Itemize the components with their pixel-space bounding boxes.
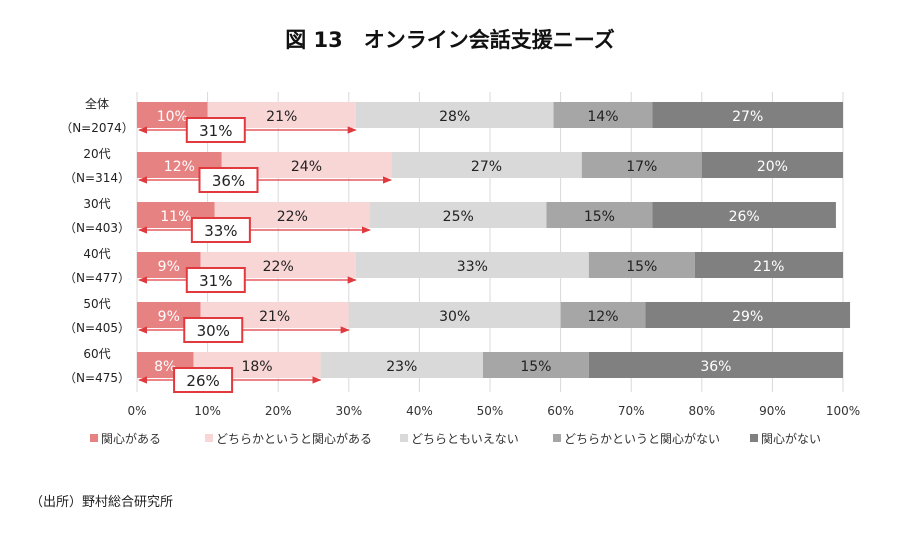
total-label: 26% [186, 372, 219, 390]
data-label: 9% [158, 309, 180, 325]
total-label: 36% [212, 172, 245, 190]
legend-label: どちらかというと関心がない [564, 431, 720, 446]
total-box [198, 167, 259, 193]
data-label: 24% [291, 159, 322, 175]
data-label: 11% [160, 209, 191, 225]
bar-segment [645, 302, 851, 328]
category-n-label: （N=405） [64, 321, 130, 335]
category-n-label: （N=2074） [60, 121, 134, 135]
category-label: 50代 [83, 297, 110, 311]
x-tick-label: 100% [826, 404, 860, 418]
category-n-label: （N=314） [64, 171, 130, 185]
legend-label: どちらともいえない [411, 432, 519, 446]
category-label: 20代 [83, 147, 110, 161]
legend-label: 関心がある [101, 431, 161, 446]
data-label: 25% [443, 209, 474, 225]
legend-swatch [553, 434, 561, 442]
x-tick-label: 0% [127, 404, 146, 418]
x-tick-label: 70% [618, 404, 645, 418]
bar-segment [369, 202, 547, 228]
x-tick-label: 80% [688, 404, 715, 418]
bar-segment [701, 152, 843, 178]
bar-segment [320, 352, 483, 378]
bar-segment [652, 202, 836, 228]
data-label: 33% [457, 259, 488, 275]
data-label: 12% [164, 159, 195, 175]
total-label: 31% [199, 122, 232, 140]
data-label: 30% [439, 309, 470, 325]
data-label: 17% [626, 159, 657, 175]
x-tick-label: 50% [477, 404, 504, 418]
bar-segment [348, 302, 561, 328]
data-label: 28% [439, 109, 470, 125]
data-label: 22% [277, 209, 308, 225]
legend-swatch [205, 434, 213, 442]
x-tick-label: 40% [406, 404, 433, 418]
category-n-label: （N=403） [64, 221, 130, 235]
bar-segment [581, 152, 702, 178]
total-label: 30% [197, 322, 230, 340]
data-label: 36% [700, 359, 731, 375]
bar-segment [588, 352, 843, 378]
bar-segment [588, 252, 695, 278]
legend-swatch [750, 434, 758, 442]
x-tick-label: 10% [194, 404, 221, 418]
bar-segment [355, 252, 589, 278]
category-label: 30代 [83, 197, 110, 211]
total-label: 31% [199, 272, 232, 290]
bar-segment [482, 352, 589, 378]
total-box [183, 317, 244, 343]
total-box [190, 217, 251, 243]
legend-label: 関心がない [761, 431, 821, 446]
bar-segment [546, 202, 653, 228]
bar-segment [553, 102, 653, 128]
data-label: 9% [158, 259, 180, 275]
total-box [173, 367, 234, 393]
legend-swatch [400, 434, 408, 442]
bar-segment [391, 152, 582, 178]
bar-segment [652, 102, 843, 128]
legend-label: どちらかというと関心がある [216, 431, 372, 446]
data-label: 27% [471, 159, 502, 175]
data-label: 10% [157, 109, 188, 125]
data-label: 23% [386, 359, 417, 375]
source-note: （出所）野村総合研究所 [30, 495, 173, 510]
data-label: 8% [154, 359, 176, 375]
bar-segment [355, 102, 554, 128]
total-box [185, 117, 246, 143]
data-label: 29% [732, 309, 763, 325]
data-label: 27% [732, 109, 763, 125]
category-label: 全体 [85, 96, 109, 111]
category-label: 60代 [83, 347, 110, 361]
category-label: 40代 [83, 247, 110, 261]
data-label: 20% [757, 159, 788, 175]
x-tick-label: 30% [335, 404, 362, 418]
x-tick-label: 60% [547, 404, 574, 418]
data-label: 14% [587, 109, 618, 125]
category-n-label: （N=475） [64, 371, 130, 385]
total-label: 33% [204, 222, 237, 240]
data-label: 21% [753, 259, 784, 275]
chart-title: 図 13 オンライン会話支援ニーズ [285, 28, 614, 52]
data-label: 26% [729, 209, 760, 225]
category-n-label: （N=477） [64, 271, 130, 285]
legend-swatch [90, 434, 98, 442]
data-label: 12% [587, 309, 618, 325]
data-label: 15% [584, 209, 615, 225]
bar-segment [560, 302, 646, 328]
data-label: 21% [259, 309, 290, 325]
data-label: 18% [241, 359, 272, 375]
data-label: 22% [263, 259, 294, 275]
x-tick-label: 20% [265, 404, 292, 418]
data-label: 21% [266, 109, 297, 125]
data-label: 15% [520, 359, 551, 375]
total-box [185, 267, 246, 293]
x-tick-label: 90% [759, 404, 786, 418]
data-label: 15% [626, 259, 657, 275]
bar-segment [694, 252, 843, 278]
